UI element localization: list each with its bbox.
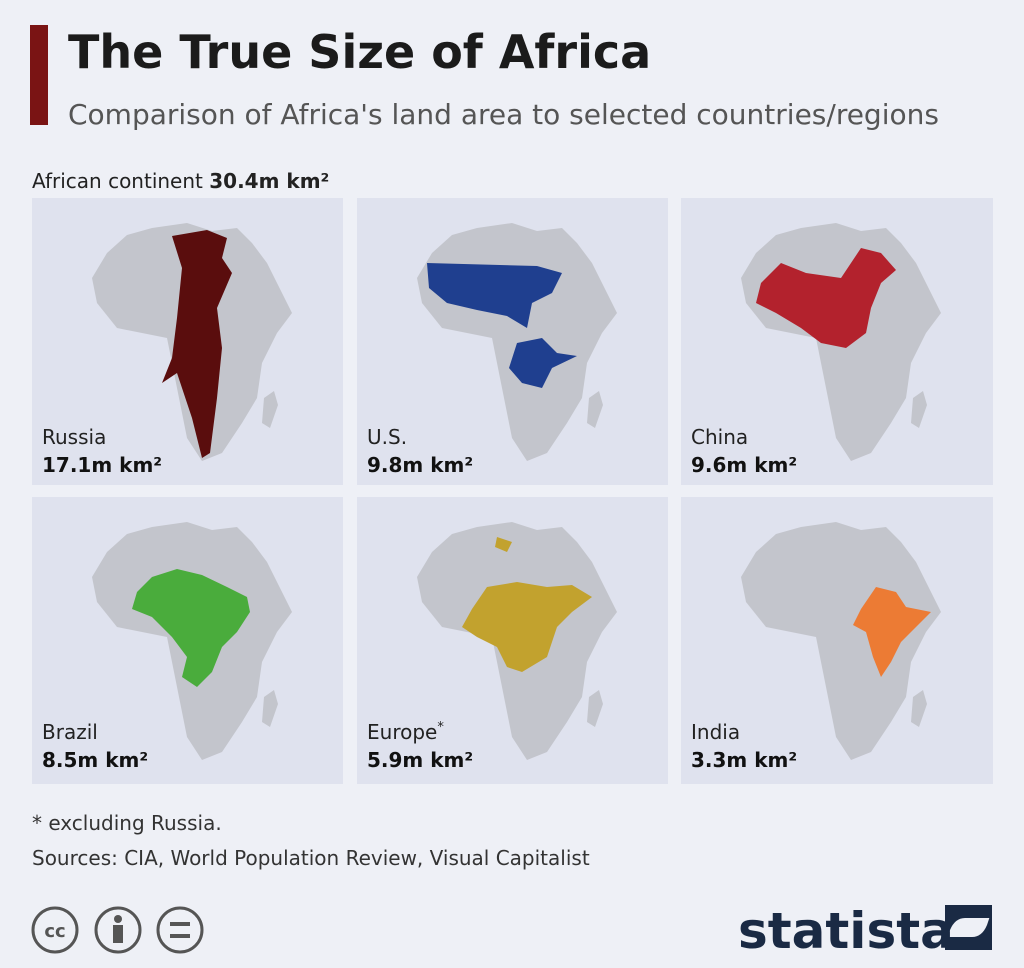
sources: Sources: CIA, World Population Review, V…	[32, 846, 590, 870]
panel: China 9.6m km²	[681, 198, 993, 485]
india-overlay	[853, 587, 931, 677]
continent-value: 30.4m km²	[209, 169, 329, 193]
title: The True Size of Africa	[68, 25, 651, 79]
panel-name: U.S.	[367, 425, 407, 449]
license-icons: cc	[31, 906, 204, 954]
panel-area: 5.9m km²	[367, 748, 473, 772]
brazil-overlay	[132, 569, 250, 687]
by-body	[113, 925, 123, 943]
panel-name: India	[691, 720, 740, 744]
logo-part	[945, 910, 992, 950]
panel-name: Russia	[42, 425, 106, 449]
europe-overlay	[462, 582, 592, 672]
russia-overlay	[162, 230, 232, 458]
title-bar	[30, 25, 48, 125]
panel-name: Europe*	[367, 720, 444, 744]
by-icon	[94, 906, 142, 954]
by-head	[114, 915, 122, 923]
europe-overlay-north	[495, 537, 512, 552]
panel-area: 3.3m km²	[691, 748, 797, 772]
footnote: * excluding Russia.	[32, 811, 222, 835]
cc-icon	[31, 906, 79, 954]
panel-name: Brazil	[42, 720, 98, 744]
panel-area: 8.5m km²	[42, 748, 148, 772]
nd-icon	[156, 906, 204, 954]
panel: U.S. 9.8m km²	[357, 198, 668, 485]
logo-part	[945, 905, 992, 945]
continent-label: African continent	[32, 169, 203, 193]
china-overlay	[756, 248, 896, 348]
panel-area: 17.1m km²	[42, 453, 162, 477]
nd-bar	[170, 922, 190, 926]
panel-area: 9.8m km²	[367, 453, 473, 477]
us-overlay	[427, 263, 562, 328]
panel-area: 9.6m km²	[691, 453, 797, 477]
panel: Brazil 8.5m km²	[32, 497, 343, 784]
panel: India 3.3m km²	[681, 497, 993, 784]
panel: Russia 17.1m km²	[32, 198, 343, 485]
footnote-marker: *	[437, 720, 444, 735]
panel-name-text: Europe	[367, 720, 437, 744]
subtitle: Comparison of Africa's land area to sele…	[68, 98, 939, 131]
brand-logo	[945, 905, 992, 950]
panel: Europe* 5.9m km²	[357, 497, 668, 784]
continent-line: African continent 30.4m km²	[32, 169, 329, 193]
cc-text: cc	[44, 921, 65, 942]
brand: statista	[738, 902, 954, 960]
nd-bar	[170, 934, 190, 938]
alaska-overlay	[509, 338, 577, 388]
panel-name: China	[691, 425, 748, 449]
